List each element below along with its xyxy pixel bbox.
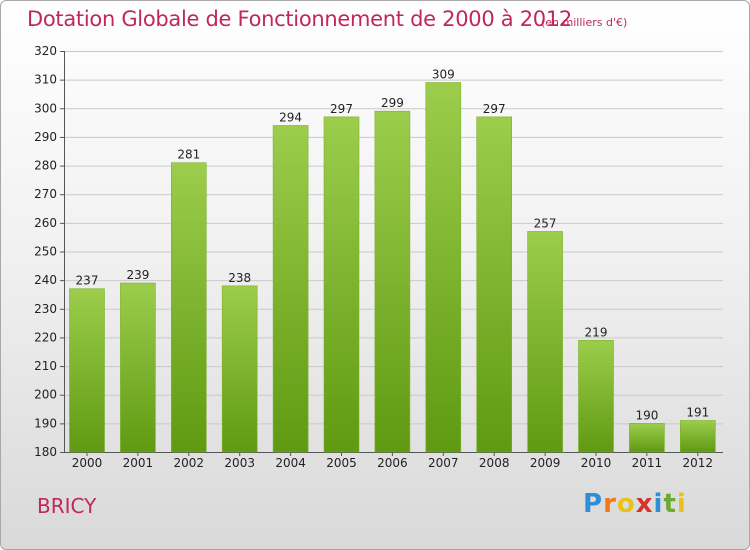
x-tick-label-2003: 2003 (224, 456, 255, 470)
data-label-2006: 299 (381, 96, 404, 110)
bar-2008 (476, 116, 513, 453)
bar-2003 (221, 285, 258, 453)
y-tick-labels: 180 190 200 210 220 230 240 250 260 270 280 290 300 3… (34, 44, 57, 459)
x-tick-label-2008: 2008 (479, 456, 510, 470)
bar-2010 (578, 339, 614, 453)
y-tick-label: 300 (34, 101, 57, 115)
bar-2012 (679, 420, 716, 453)
data-labels: 237 239 281 238 294 297 299 309 297 257 219 190 191 (76, 68, 710, 423)
bars (69, 82, 716, 453)
commune-name: BRICY (37, 494, 97, 518)
data-label-2008: 297 (483, 102, 506, 116)
y-tick-label: 200 (34, 388, 57, 402)
bar-2004 (272, 125, 309, 453)
y-tick-label: 190 (34, 416, 57, 430)
logo-letter: t (663, 489, 677, 519)
logo-letter: i (653, 489, 664, 519)
logo-letter: x (635, 489, 654, 519)
data-label-2009: 257 (534, 216, 557, 230)
x-tick-label-2004: 2004 (275, 456, 306, 470)
x-tick-label-2012: 2012 (683, 456, 714, 470)
data-label-2011: 190 (635, 408, 658, 422)
chart-subtitle: (en milliers d'€) (541, 16, 628, 29)
x-tick-label-2006: 2006 (377, 456, 408, 470)
y-tick-label: 240 (34, 273, 57, 287)
bar-2002 (171, 162, 207, 453)
proxiti-logo: Proxiti (583, 489, 687, 519)
data-label-2002: 281 (177, 148, 200, 162)
y-tick-label: 250 (34, 245, 57, 259)
x-tick-labels: 2000 2001 2002 2003 2004 2005 2006 2007 2008 2009… (72, 456, 713, 470)
axes (60, 51, 723, 456)
logo-letter: o (616, 489, 636, 519)
y-tick-label: 260 (34, 216, 57, 230)
bar-2009 (527, 231, 563, 453)
x-tick-label-2009: 2009 (530, 456, 561, 470)
y-tick-label: 290 (34, 130, 57, 144)
logo-letter: i (676, 489, 687, 519)
y-tick-label: 310 (34, 73, 57, 87)
x-tick-label-2001: 2001 (123, 456, 154, 470)
y-tick-label: 280 (34, 159, 57, 173)
x-tick-label-2000: 2000 (72, 456, 103, 470)
x-tick-label-2011: 2011 (632, 456, 663, 470)
data-label-2012: 191 (686, 405, 709, 419)
x-tick-label-2005: 2005 (326, 456, 357, 470)
bar-2000 (69, 288, 105, 453)
bar-2005 (323, 116, 360, 453)
y-tick-label: 220 (34, 330, 57, 344)
data-label-2010: 219 (585, 325, 608, 339)
data-label-2005: 297 (330, 102, 353, 116)
chart-title: Dotation Globale de Fonctionnement de 20… (27, 7, 572, 31)
data-label-2003: 238 (228, 271, 251, 285)
y-tick-label: 180 (34, 445, 57, 459)
y-tick-label: 270 (34, 187, 57, 201)
bar-2007 (425, 82, 462, 453)
data-label-2001: 239 (126, 268, 149, 282)
logo-letter: r (603, 489, 617, 519)
y-tick-label: 210 (34, 359, 57, 373)
bar-2006 (374, 110, 411, 453)
x-tick-label-2007: 2007 (428, 456, 459, 470)
y-tick-label: 320 (34, 44, 57, 58)
logo-letter: P (583, 489, 604, 519)
data-label-2000: 237 (76, 274, 99, 288)
x-tick-label-2010: 2010 (581, 456, 612, 470)
data-label-2004: 294 (279, 110, 302, 124)
y-tick-label: 230 (34, 302, 57, 316)
bar-2011 (629, 423, 665, 453)
data-label-2007: 309 (432, 68, 455, 82)
bar-2001 (120, 282, 156, 453)
x-tick-label-2002: 2002 (174, 456, 205, 470)
